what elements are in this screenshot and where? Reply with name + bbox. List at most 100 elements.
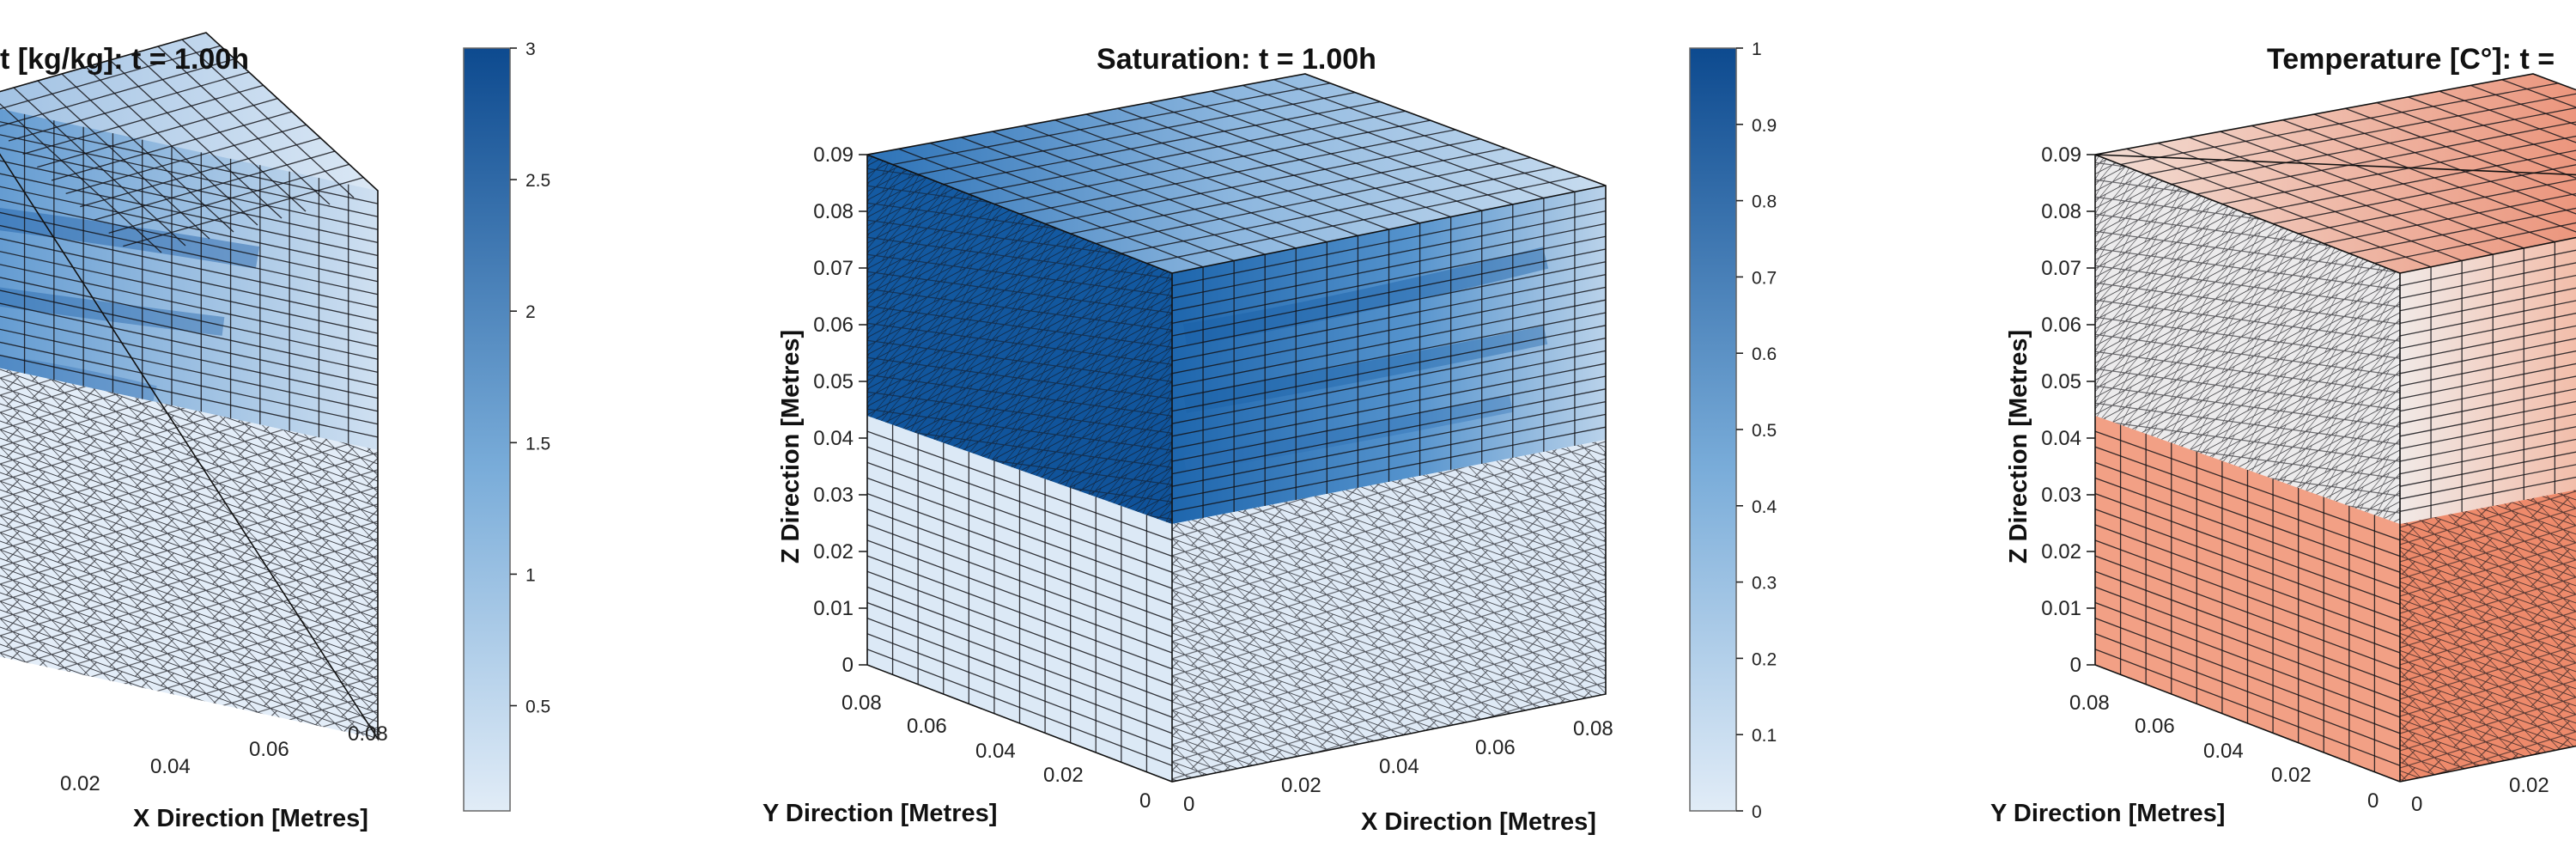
mesh-line — [866, 461, 1173, 573]
mesh-line — [0, 58, 235, 127]
x-tick: 0.06 — [1475, 736, 1516, 759]
mesh-line — [2399, 464, 2576, 500]
panel-2-grid — [866, 79, 1607, 772]
mesh-line — [0, 315, 379, 399]
mesh-line — [1171, 222, 1607, 312]
colorbar-tick-label: 0.8 — [1752, 192, 1777, 212]
panel-1-x-axis-label: X Direction [Metres] — [133, 805, 368, 832]
mesh-line — [2348, 207, 2576, 254]
mesh-line — [866, 539, 1173, 654]
y-tick: 0.04 — [2203, 740, 2244, 763]
mesh-line — [37, 98, 278, 168]
colorbar-tick-label: 0.6 — [1752, 344, 1777, 364]
panel-1-title: t [kg/kg]: t = 1.00h — [0, 43, 249, 76]
mesh-line — [0, 147, 379, 230]
mesh-line — [2094, 446, 2401, 557]
mesh-line — [2094, 461, 2401, 573]
mesh-line — [0, 173, 379, 257]
mesh-line — [866, 477, 1173, 589]
z-tick: 0.03 — [2041, 484, 2081, 507]
mesh-line — [2094, 493, 2401, 606]
mesh-line — [0, 328, 379, 412]
mesh-line — [2399, 362, 2576, 399]
mesh-line — [2094, 430, 2401, 541]
panel-2-z-ticks: 0.09 0.08 0.07 0.06 0.05 0.04 0.03 0.02 0.01 0 — [813, 143, 867, 677]
mesh-line — [1044, 138, 1481, 225]
z-tick: 0.09 — [813, 143, 854, 167]
mesh-line — [0, 354, 379, 438]
mesh-line — [2399, 313, 2576, 350]
mesh-line — [1171, 337, 1607, 424]
mesh-line — [1171, 413, 1607, 500]
colorbar-tick-label: 3 — [526, 40, 536, 59]
mesh-line — [1171, 210, 1607, 299]
x-tick: 0.02 — [1281, 774, 1321, 797]
mesh-line — [2094, 477, 2401, 589]
mesh-line — [2171, 107, 2576, 186]
z-tick: 0 — [842, 654, 854, 677]
z-tick: 0.04 — [2041, 427, 2081, 450]
mesh-line — [0, 264, 379, 347]
colorbar-tick-label: 2.5 — [526, 171, 550, 191]
panel-1: 0.02 0.04 0.06 0.08 X Direction [Metres] — [0, 32, 388, 832]
colorbar-tick-label: 0.7 — [1752, 268, 1777, 288]
mesh-line — [1171, 248, 1607, 337]
mesh-line — [1171, 362, 1607, 450]
mesh-line — [866, 601, 1173, 718]
mesh-line — [0, 121, 379, 204]
mesh-line — [2094, 539, 2401, 654]
mesh-line — [866, 649, 1173, 766]
mesh-line — [993, 119, 1431, 205]
panel-1-streaks — [0, 208, 260, 405]
colorbar-tick-label: 1.5 — [526, 434, 550, 454]
x-tick: 0.08 — [1573, 717, 1613, 740]
y-tick: 0.06 — [2135, 715, 2175, 738]
mesh-line — [2094, 586, 2401, 702]
mesh-line — [2120, 82, 2559, 166]
mesh-line — [943, 101, 1381, 186]
mesh-line — [108, 163, 349, 234]
mesh-line — [866, 430, 1173, 541]
z-tick: 0.06 — [813, 314, 854, 337]
mesh-line — [1171, 375, 1607, 462]
mesh-line — [1171, 273, 1607, 362]
z-tick: 0.08 — [813, 200, 854, 223]
mesh-line — [2399, 287, 2576, 325]
z-tick: 0.03 — [813, 484, 854, 507]
z-tick: 0.04 — [813, 427, 854, 450]
panel-2-title: Saturation: t = 1.00h — [1097, 43, 1376, 76]
mesh-line — [1171, 426, 1607, 513]
y-tick: 0.02 — [1043, 764, 1084, 787]
mesh-line — [51, 111, 293, 181]
mesh-line — [866, 618, 1173, 734]
colorbar-tick-label: 0.5 — [526, 698, 550, 717]
panel-1-x-ticks: 0.02 0.04 0.06 0.08 — [60, 722, 388, 795]
mesh-line — [892, 82, 1331, 166]
z-tick: 0.07 — [813, 257, 854, 280]
mesh-line — [2399, 274, 2576, 312]
x-tick: 0.04 — [150, 755, 191, 778]
z-tick: 0.05 — [2041, 370, 2081, 393]
y-tick: 0.08 — [2069, 691, 2110, 715]
z-tick: 0.02 — [813, 540, 854, 564]
mesh-line — [2399, 325, 2576, 362]
panel-2-y-ticks: 0.08 0.06 0.04 0.02 0 — [841, 691, 1151, 813]
panel-2-x-axis-label: X Direction [Metres] — [1361, 808, 1596, 836]
mesh-line — [1171, 400, 1607, 487]
colorbar-tick-label: 0.5 — [1752, 421, 1777, 441]
colorbar-tick-label: 1 — [526, 565, 536, 585]
colorbar-tick-label: 0.3 — [1752, 574, 1777, 594]
y-tick: 0.06 — [907, 715, 947, 738]
mesh-line — [866, 555, 1173, 670]
mesh-line — [1096, 156, 1531, 245]
mesh-line — [0, 45, 221, 110]
mesh-line — [866, 586, 1173, 702]
mesh-line — [2221, 135, 2576, 205]
x-tick: 0 — [2411, 793, 2422, 816]
mesh-line — [866, 493, 1173, 606]
mesh-line — [969, 110, 1406, 195]
mesh-line — [1171, 388, 1607, 475]
mesh-line — [1019, 129, 1456, 215]
mesh-line — [2094, 555, 2401, 670]
